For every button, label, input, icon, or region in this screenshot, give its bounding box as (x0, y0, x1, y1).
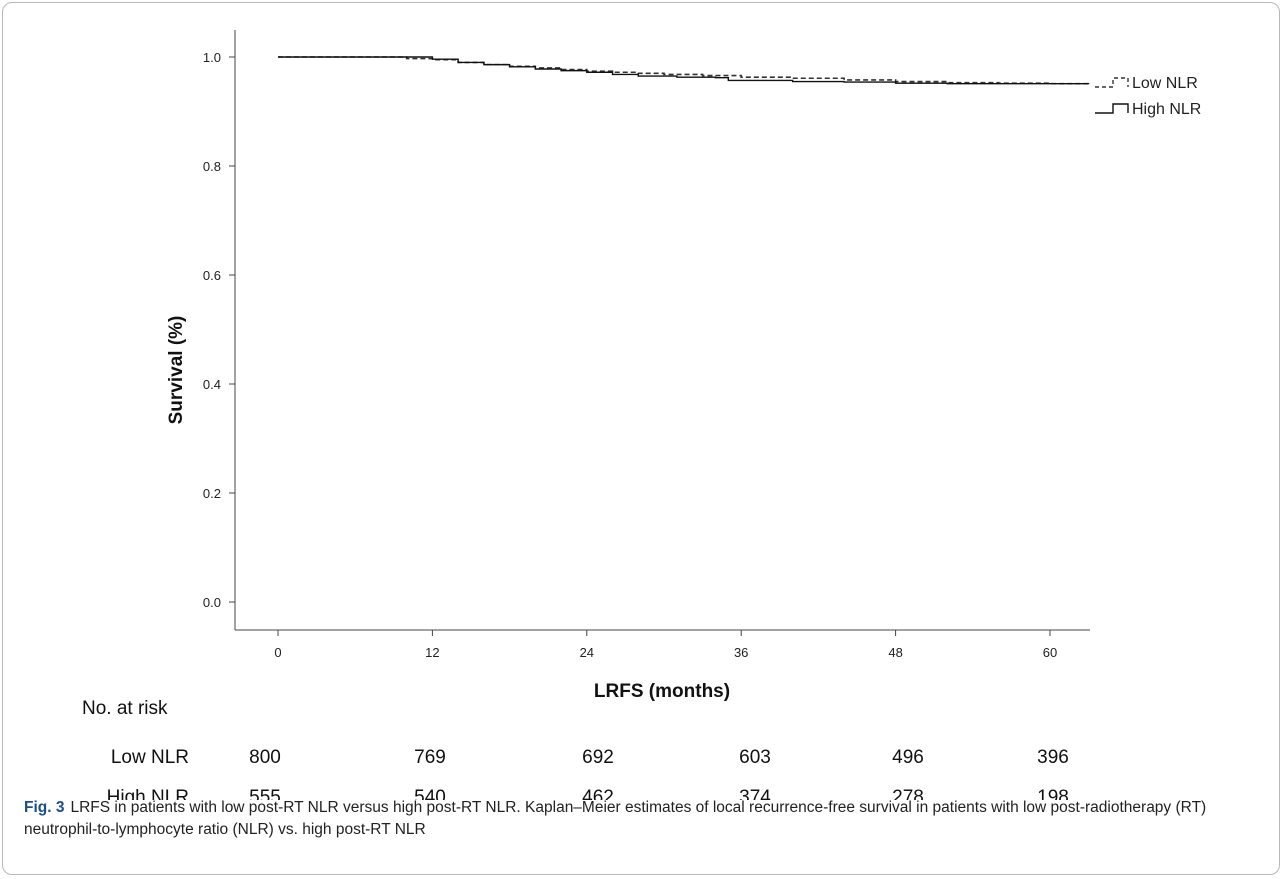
at-risk-header: No. at risk (82, 698, 168, 719)
at-risk-value: 540 (414, 787, 446, 800)
y-tick-label: 1.0 (203, 50, 221, 65)
survival-curve-high-nlr (278, 56, 1090, 85)
at-risk-value: 374 (739, 787, 771, 800)
at-risk-value: 496 (892, 747, 924, 768)
at-risk-value: 396 (1037, 747, 1069, 768)
at-risk-value: 603 (739, 747, 771, 768)
axes: 0.0 0.2 0.4 0.6 0.8 1.0 0 12 24 36 48 60 (203, 30, 1090, 660)
at-risk-value: 692 (582, 747, 614, 768)
legend-label: High NLR (1132, 101, 1201, 118)
at-risk-value: 800 (249, 747, 281, 768)
legend-symbol (1095, 103, 1129, 114)
at-risk-value: 278 (892, 787, 924, 800)
figure-caption: Fig. 3 LRFS in patients with low post-RT … (24, 797, 1264, 841)
x-tick-label: 12 (425, 645, 439, 660)
legend-symbol (1095, 77, 1129, 88)
y-axis-title: Survival (%) (166, 316, 187, 425)
km-chart: 0.0 0.2 0.4 0.6 0.8 1.0 0 12 24 36 48 60 Low NLR Hi… (82, 30, 1201, 800)
at-risk-value: 198 (1037, 787, 1069, 800)
y-tick-label: 0.8 (203, 159, 221, 174)
y-tick-label: 0.6 (203, 268, 221, 283)
y-ticks: 0.0 0.2 0.4 0.6 0.8 1.0 (203, 50, 235, 610)
figure-label: Fig. 3 (24, 799, 65, 816)
x-tick-label: 24 (580, 645, 594, 660)
x-axis-title: LRFS (months) (594, 681, 730, 702)
y-tick-label: 0.4 (203, 377, 221, 392)
at-risk-table: No. at risk Low NLR 800 769 692 603 496 396 Hig… (82, 698, 1069, 800)
at-risk-value: 555 (249, 787, 281, 800)
legend: Low NLR High NLR (1095, 75, 1201, 118)
y-tick-label: 0.0 (203, 595, 221, 610)
at-risk-row-label: Low NLR (111, 747, 189, 768)
y-tick-label: 0.2 (203, 486, 221, 501)
x-tick-label: 48 (888, 645, 902, 660)
at-risk-value: 462 (582, 787, 614, 800)
x-tick-label: 0 (274, 645, 281, 660)
x-tick-label: 36 (734, 645, 748, 660)
legend-label: Low NLR (1132, 75, 1198, 92)
at-risk-value: 769 (414, 747, 446, 768)
survival-curves (278, 56, 1090, 85)
survival-curve-low-nlr (278, 56, 1090, 85)
x-tick-label: 60 (1043, 645, 1057, 660)
caption-text: LRFS in patients with low post-RT NLR ve… (24, 799, 1207, 838)
at-risk-row-label: High NLR (107, 787, 189, 800)
x-ticks: 0 12 24 36 48 60 (274, 630, 1057, 660)
